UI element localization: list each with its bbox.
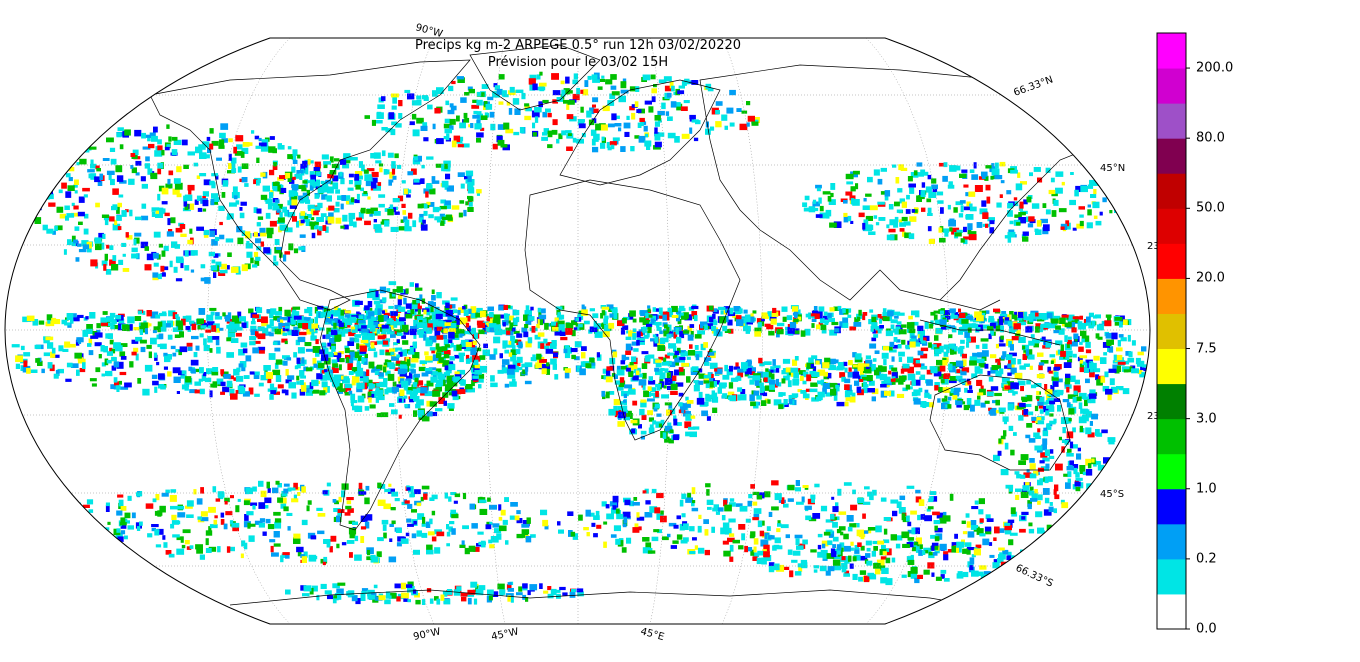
colorbar-segment (1157, 313, 1186, 350)
colorbar-tick-label: 1.0 (1196, 481, 1217, 497)
colorbar-tick-label: 200.0 (1196, 60, 1234, 76)
colorbar-segment (1157, 208, 1186, 244)
lon-label-bottom-45e: 45°E (639, 626, 665, 643)
globe-border (4, 37, 1151, 625)
colorbar-segment (1157, 33, 1186, 69)
lon-label-bottom-90w: 90°W (412, 626, 441, 643)
colorbar-segment (1157, 68, 1186, 104)
colorbar-segment (1157, 523, 1186, 560)
colorbar-segment (1157, 418, 1186, 455)
colorbar-tick-label: 7.5 (1196, 341, 1217, 357)
lon-label-bottom-45w: 45°W (490, 626, 519, 643)
map-content (5, 38, 1150, 624)
colorbar-tick-label: 80.0 (1196, 130, 1225, 146)
map-title: Precips kg m-2 ARPEGE 0.5° run 12h 03/02… (414, 38, 742, 53)
colorbar (1156, 32, 1190, 630)
lat-label-45s: 45°S (1100, 489, 1124, 500)
colorbar-tick-label: 0.2 (1196, 551, 1217, 567)
colorbar-segment (1157, 173, 1186, 209)
colorbar-tick-label: 3.0 (1196, 411, 1217, 427)
lat-label-45n: 45°N (1100, 163, 1125, 174)
colorbar-tick-label: 0.0 (1196, 621, 1217, 637)
colorbar-segment (1157, 243, 1186, 279)
lat-label-66n: 66.33°N (1012, 74, 1054, 98)
colorbar-segment (1157, 278, 1186, 314)
colorbar-tick-label: 20.0 (1196, 270, 1225, 286)
colorbar-segment (1157, 558, 1186, 595)
map-subtitle: Prévision pour le 03/02 15H (487, 55, 669, 70)
colorbar-segment (1157, 103, 1186, 139)
colorbar-segment (1157, 488, 1186, 525)
colorbar-segment (1157, 138, 1186, 174)
colorbar-segment (1157, 383, 1186, 420)
colorbar-tick-label: 50.0 (1196, 200, 1225, 216)
colorbar-segment (1157, 348, 1186, 385)
lat-label-23s: 23 (1147, 411, 1160, 422)
lat-label-23n: 23 (1147, 241, 1160, 252)
colorbar-border (1156, 32, 1187, 630)
colorbar-segment (1157, 453, 1186, 490)
colorbar-segment (1157, 593, 1186, 630)
precipitation-field (11, 71, 1150, 605)
lat-label-66s: 66.33°S (1014, 563, 1055, 590)
